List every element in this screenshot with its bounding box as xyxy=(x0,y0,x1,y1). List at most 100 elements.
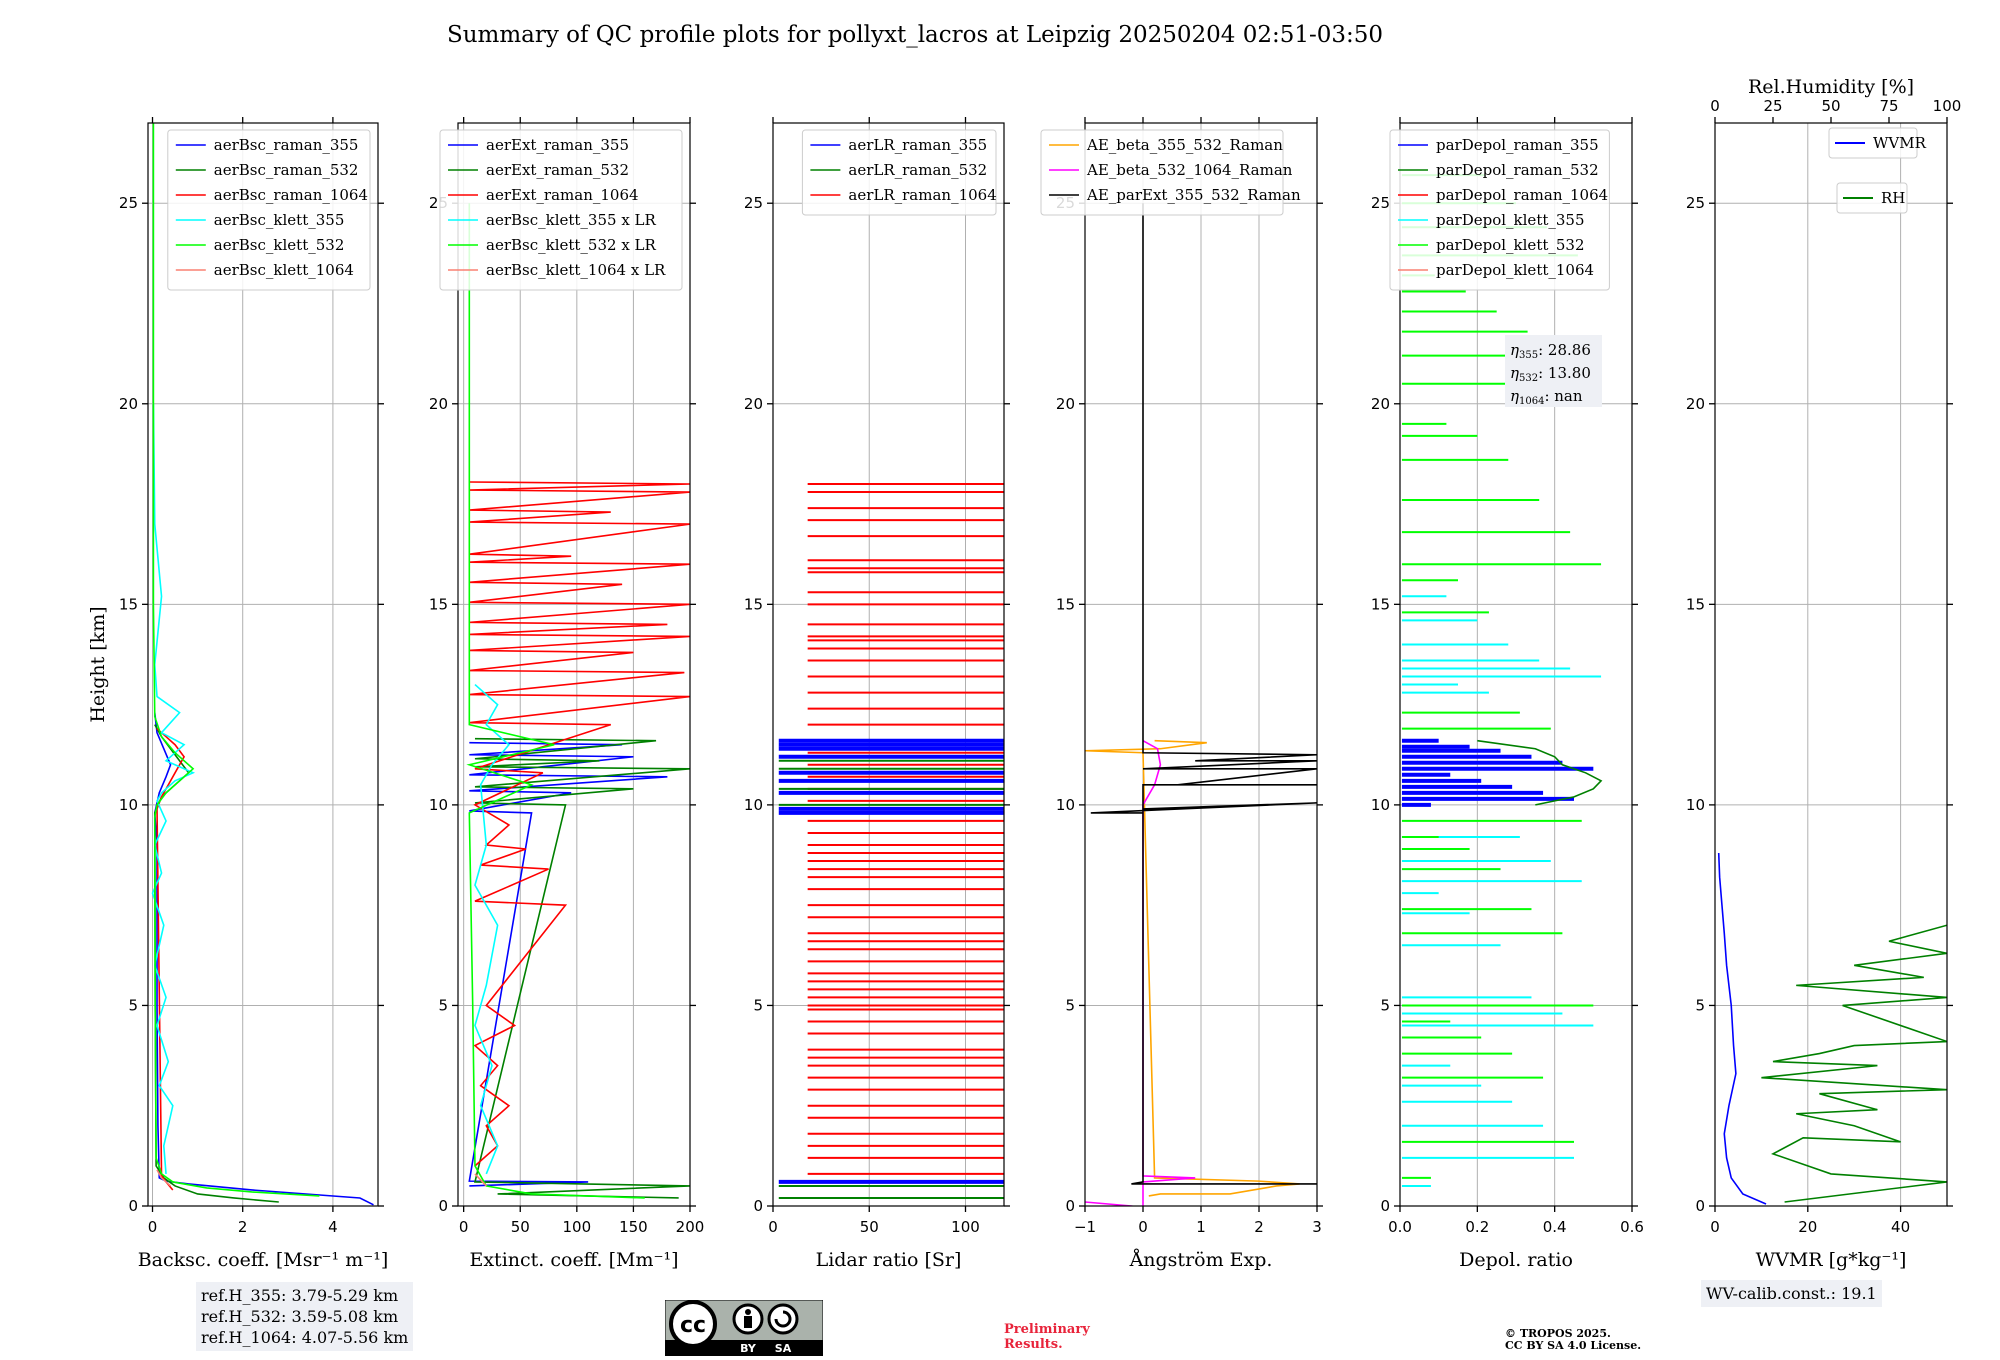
y-tick-label: 15 xyxy=(744,595,763,613)
y-tick-label: 20 xyxy=(1686,395,1705,413)
legend-label: aerBsc_klett_355 xyxy=(214,211,345,229)
legend-label: aerBsc_klett_532 x LR xyxy=(486,236,657,254)
eta-annotation: η355: 28.86 xyxy=(1510,341,1591,361)
series-aerext-raman-532 xyxy=(473,737,690,1199)
y-tick-label: 20 xyxy=(1056,395,1075,413)
legend: aerExt_raman_355 aerExt_raman_532 aerExt_r… xyxy=(439,129,683,291)
panel-water_vapor: 0 20 40 0 5 10 15 20 25 WVMR [g*kg⁻¹] 0 25 50 75 100 Re… xyxy=(1686,76,1961,1271)
x-tick-label: 3 xyxy=(1312,1218,1322,1236)
legend-label: aerLR_raman_1064 xyxy=(848,186,996,204)
ref-height-355: ref.H_355: 3.79-5.29 km xyxy=(201,1286,399,1305)
legend-label: AE_parExt_355_532_Raman xyxy=(1086,186,1301,204)
reference-height-box: ref.H_355: 3.79-5.29 km ref.H_532: 3.59-… xyxy=(196,1282,414,1351)
x-tick-label: 2 xyxy=(238,1218,248,1236)
y-tick-label: 0 xyxy=(1380,1197,1390,1215)
legend-label: aerBsc_raman_532 xyxy=(214,161,359,179)
preliminary-line-2: Results. xyxy=(1004,1337,1063,1352)
y-tick-label: 0 xyxy=(753,1197,763,1215)
x-axis-label: Extinct. coeff. [Mm⁻¹] xyxy=(469,1249,678,1271)
y-tick-label: 15 xyxy=(1371,595,1390,613)
series-group xyxy=(1085,203,1317,1206)
legend-label: AE_beta_532_1064_Raman xyxy=(1086,161,1293,179)
legend-label: aerLR_raman_355 xyxy=(848,136,987,154)
series-group xyxy=(466,203,690,1199)
series-aerbsc-klett-355-x-lr xyxy=(474,683,511,1175)
y-tick-label: 15 xyxy=(119,595,138,613)
legend-label: WVMR xyxy=(1873,134,1927,152)
axes-frame xyxy=(457,122,691,1207)
y-tick-label: 5 xyxy=(1380,996,1390,1014)
y-tick-label: 10 xyxy=(429,796,448,814)
legend-label: parDepol_raman_355 xyxy=(1436,136,1599,154)
top-x-tick-label: 75 xyxy=(1879,97,1898,115)
y-tick-label: 5 xyxy=(753,996,763,1014)
x-tick-label: 0 xyxy=(1710,1218,1720,1236)
y-tick-label: 20 xyxy=(1371,395,1390,413)
series-ae-parext-355-532-raman xyxy=(1090,203,1317,1185)
panel-depolarization: 0.0 0.2 0.4 0.6 0 5 10 15 20 25 Depol. ratio parDep… xyxy=(1371,117,1644,1271)
x-tick-label: 4 xyxy=(328,1218,338,1236)
x-tick-label: 0 xyxy=(459,1218,469,1236)
svg-text:cc: cc xyxy=(680,1313,706,1338)
series-aerbsc-klett-355 xyxy=(151,403,196,1174)
x-axis-label: Depol. ratio xyxy=(1459,1249,1573,1271)
figure-title: Summary of QC profile plots for pollyxt_… xyxy=(446,22,1384,48)
wv-calibration-text: WV-calib.const.: 19.1 xyxy=(1706,1284,1877,1303)
y-tick-label: 10 xyxy=(1371,796,1390,814)
y-tick-label: 5 xyxy=(438,996,448,1014)
copyright-note: © TROPOS 2025. CC BY SA 4.0 License. xyxy=(1505,1328,1641,1352)
axes-frame xyxy=(1399,122,1633,1207)
y-tick-label: 0 xyxy=(128,1197,138,1215)
top-x-tick-label: 100 xyxy=(1933,97,1962,115)
ref-height-532: ref.H_532: 3.59-5.08 km xyxy=(201,1307,399,1326)
x-tick-label: 50 xyxy=(860,1218,879,1236)
x-tick-label: 0 xyxy=(148,1218,158,1236)
series-rh xyxy=(1761,924,1947,1203)
legend-label: parDepol_klett_1064 xyxy=(1436,261,1594,279)
legend-label: parDepol_raman_532 xyxy=(1436,161,1599,179)
x-tick-label: 0.2 xyxy=(1465,1218,1489,1236)
ref-height-1064: ref.H_1064: 4.07-5.56 km xyxy=(201,1328,409,1347)
wv-calibration-box: WV-calib.const.: 19.1 xyxy=(1701,1280,1882,1307)
y-tick-label: 25 xyxy=(744,194,763,212)
legend-label: aerBsc_klett_532 xyxy=(214,236,345,254)
axes-frame xyxy=(772,122,1005,1207)
series-group xyxy=(778,483,1004,1199)
x-tick-label: 0 xyxy=(1138,1218,1148,1236)
legend-label: aerBsc_raman_355 xyxy=(214,136,359,154)
eta-annotation: η1064: nan xyxy=(1510,387,1583,407)
legend-label: parDepol_klett_532 xyxy=(1436,236,1585,254)
y-tick-label: 15 xyxy=(1056,595,1075,613)
preliminary-line-1: Preliminary xyxy=(1004,1322,1090,1337)
legend-label: aerBsc_klett_1064 xyxy=(214,261,354,279)
x-axis-label: Backsc. coeff. [Msr⁻¹ m⁻¹] xyxy=(138,1249,389,1271)
legend-box xyxy=(801,129,997,216)
axes-frame xyxy=(147,122,379,1207)
legend-label: aerBsc_klett_1064 x LR xyxy=(486,261,666,279)
legend-label: aerExt_raman_532 xyxy=(486,161,629,179)
legend-label: aerBsc_raman_1064 xyxy=(214,186,368,204)
legend-box xyxy=(167,129,371,291)
y-tick-label: 0 xyxy=(438,1197,448,1215)
y-tick-label: 25 xyxy=(1371,194,1390,212)
legend-box xyxy=(1389,129,1610,291)
x-tick-label: −1 xyxy=(1074,1218,1096,1236)
cc-sa-label: SA xyxy=(775,1342,792,1355)
y-tick-label: 20 xyxy=(744,395,763,413)
series-aerbsc-klett-532 xyxy=(152,123,320,1197)
y-tick-label: 10 xyxy=(119,796,138,814)
panel-angstrom: −101230510152025Ångström Exp.AE_beta_355… xyxy=(1040,117,1323,1271)
copyright-line-1: © TROPOS 2025. xyxy=(1505,1327,1611,1340)
legend-label: aerExt_raman_355 xyxy=(486,136,629,154)
series-aerbsc-klett-1064-x-lr xyxy=(474,1173,487,1187)
x-tick-label: 200 xyxy=(676,1218,705,1236)
cc-by-sa-logo: cc BY SA xyxy=(665,1300,823,1356)
y-tick-label: 20 xyxy=(429,395,448,413)
series-pardepol-raman-532 xyxy=(1477,739,1603,806)
x-tick-label: 50 xyxy=(511,1218,530,1236)
y-tick-label: 20 xyxy=(119,395,138,413)
legend-label: aerExt_raman_1064 xyxy=(486,186,639,204)
series-ae-beta-355-532-raman xyxy=(1085,739,1300,1197)
